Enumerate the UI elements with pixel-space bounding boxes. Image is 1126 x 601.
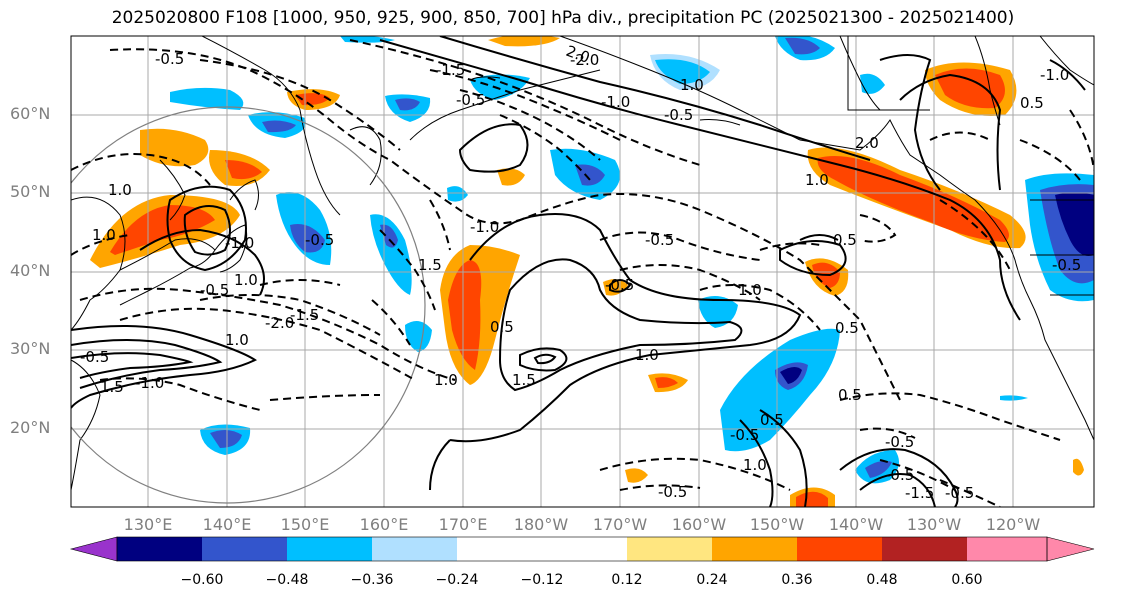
contour-label-group: -0.5 -1.5 -2.0 -1.0 -0.5 2.0 1.0 -0.5 1.… xyxy=(80,42,1081,502)
lon-label: 160°E xyxy=(359,515,409,534)
contour-label: 1.0 xyxy=(92,226,116,244)
colorbar-extend-right xyxy=(1046,536,1095,562)
contour-label: 1.5 xyxy=(418,256,442,274)
lon-label: 140°E xyxy=(202,515,252,534)
colorbar-tick-label: −0.48 xyxy=(265,572,309,588)
colorbar-bin xyxy=(882,537,967,561)
lon-label: 140°W xyxy=(828,515,884,534)
contour-label: -1.5 xyxy=(290,306,319,324)
colorbar-bin xyxy=(967,537,1047,561)
colorbar-bin xyxy=(287,537,372,561)
contour-label: 1.0 xyxy=(743,456,767,474)
colorbar-tick-label: −0.12 xyxy=(520,572,564,588)
colorbar-bin xyxy=(712,537,797,561)
lon-label: 160°W xyxy=(671,515,727,534)
colorbar-extend-left xyxy=(69,536,118,562)
contour-label: -0.5 xyxy=(155,50,184,68)
contour-label: -0.5 xyxy=(80,348,109,366)
contour-label: -1.0 xyxy=(470,218,499,236)
contour-label: 0.5 xyxy=(835,319,859,337)
contour-label: -0.5 xyxy=(664,106,693,124)
lon-label: 130°E xyxy=(123,515,173,534)
contour-label: 0.5 xyxy=(760,411,784,429)
contour-label: 0.5 xyxy=(1020,94,1044,112)
contour-label: 1.0 xyxy=(738,281,762,299)
lon-label: 170°E xyxy=(438,515,488,534)
colorbar-tick-label: 0.36 xyxy=(781,572,813,588)
lat-label: 20°N xyxy=(10,418,51,437)
contour-label: 1.5 xyxy=(100,378,124,396)
lon-label: 130°W xyxy=(906,515,962,534)
contour-label: 1.0 xyxy=(108,181,132,199)
contour-label: 1.5 xyxy=(512,371,536,389)
colorbar-tick-label: 0.24 xyxy=(696,572,728,588)
contour-label: 1.0 xyxy=(680,76,704,94)
colorbar-tick-label: 0.48 xyxy=(866,572,898,588)
contour-label: -0.5 xyxy=(456,91,485,109)
contour-label: 0.5 xyxy=(833,231,857,249)
map-frame xyxy=(70,35,1095,508)
contour-label: -1.0 xyxy=(135,374,164,392)
contour-label: -0.5 xyxy=(200,281,229,299)
lon-label: 150°E xyxy=(280,515,330,534)
lon-label: 180°W xyxy=(513,515,569,534)
colorbar-tick-label: 0.60 xyxy=(951,572,983,588)
boundaries xyxy=(847,36,1094,296)
contour-label: -0.5 xyxy=(730,426,759,444)
precipitation-shading xyxy=(90,36,1094,507)
colorbar-bin xyxy=(372,537,457,561)
contour-label: -0.5 xyxy=(658,483,687,501)
contour-label: -1.0 xyxy=(601,93,630,111)
contour-label: 1.0 xyxy=(805,171,829,189)
lat-label: 40°N xyxy=(10,261,51,280)
contour-label: -0.5 xyxy=(885,433,914,451)
contour-label: 1.0 xyxy=(434,371,458,389)
range-circle xyxy=(71,106,426,504)
contour-label: -1.0 xyxy=(225,234,254,252)
lon-label: 150°W xyxy=(749,515,805,534)
contour-label: -0.5 xyxy=(945,484,974,502)
colorbar-bin xyxy=(627,537,712,561)
colorbar-bin xyxy=(117,537,202,561)
lat-label: 30°N xyxy=(10,339,51,358)
graticule xyxy=(71,36,1094,507)
contour-label: -0.5 xyxy=(1052,256,1081,274)
lon-label: 120°W xyxy=(985,515,1041,534)
colorbar xyxy=(69,536,1095,562)
contour-label: 1.0 xyxy=(225,331,249,349)
colorbar-tick-label: −0.36 xyxy=(350,572,394,588)
lat-label: 60°N xyxy=(10,104,51,123)
contour-label: 1.0 xyxy=(234,271,258,289)
contour-label: -0.5 xyxy=(645,231,674,249)
contour-label: -0.5 xyxy=(305,231,334,249)
contour-label: 0.5 xyxy=(838,386,862,404)
contour-label: 2.0 xyxy=(855,134,879,152)
colorbar-tick-label: −0.24 xyxy=(435,572,479,588)
contour-label: -1.5 xyxy=(436,61,465,79)
contour-label: -1.5 xyxy=(905,484,934,502)
contour-label: -2.0 xyxy=(570,51,599,69)
colorbar-tick-label: −0.60 xyxy=(180,572,224,588)
colorbar-tick-label: 0.12 xyxy=(611,572,643,588)
lon-label: 170°W xyxy=(592,515,648,534)
contour-label: -0.5 xyxy=(605,276,634,294)
contour-label: 0.5 xyxy=(490,318,514,336)
contour-label: -0.5 xyxy=(885,466,914,484)
contour-label: -2.0 xyxy=(265,314,294,332)
colorbar-bin xyxy=(202,537,287,561)
lat-label: 50°N xyxy=(10,182,51,201)
figure-title: 2025020800 F108 [1000, 950, 925, 900, 85… xyxy=(111,8,1015,28)
contour-label: -1.0 xyxy=(1040,66,1069,84)
divergence-contours xyxy=(71,36,1094,507)
colorbar-bin xyxy=(797,537,882,561)
colorbar-bin xyxy=(457,537,627,561)
contour-label: 1.0 xyxy=(635,346,659,364)
colorbar-frame xyxy=(116,536,1048,562)
